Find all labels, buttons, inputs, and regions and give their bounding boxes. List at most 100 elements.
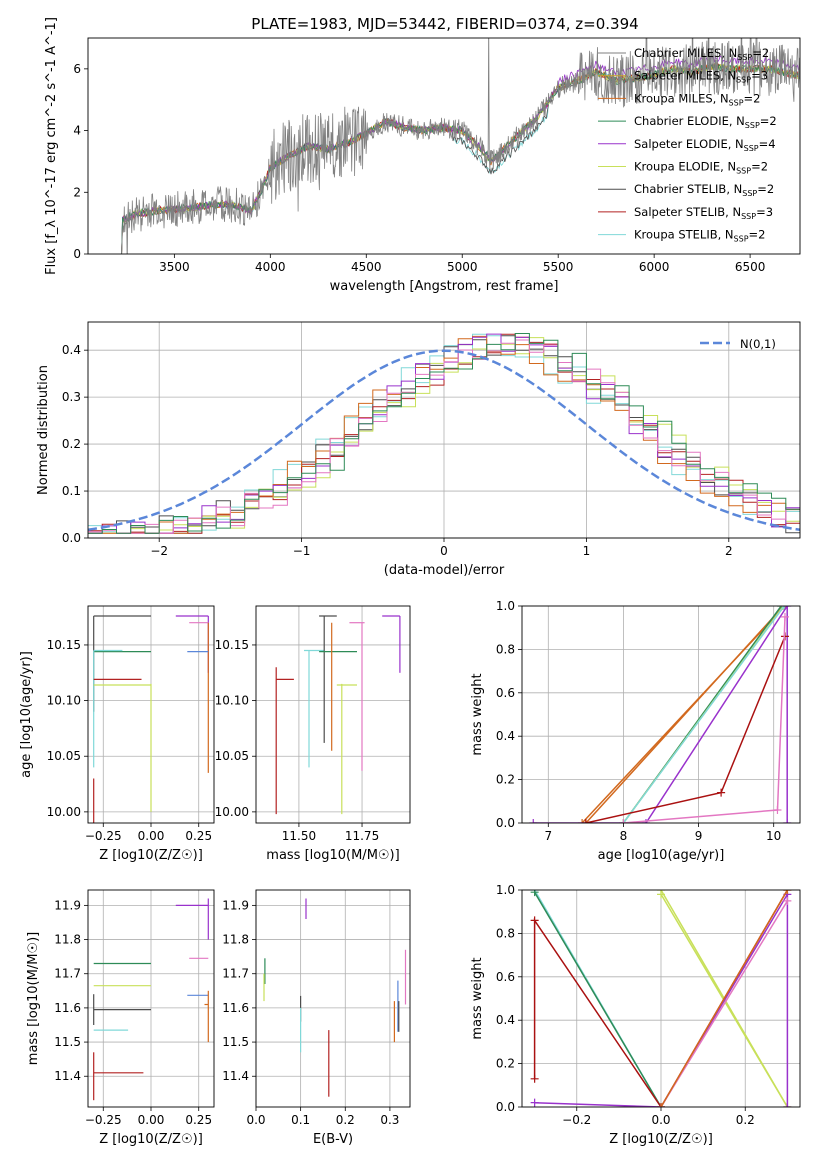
y-tick-label: 0 — [73, 247, 81, 261]
y-tick-label: 0.3 — [62, 390, 81, 404]
x-tick-label: 0.00 — [138, 1113, 165, 1127]
legend-subscript: SSP — [736, 167, 751, 176]
plot-area — [529, 606, 792, 823]
axes-frame — [87, 889, 215, 1108]
legend-count: =2 — [751, 160, 768, 174]
legend-count: =2 — [744, 91, 761, 105]
x-tick-label: 0.3 — [380, 1113, 399, 1127]
y-tick-label: 11.9 — [222, 898, 249, 912]
mass-weight-point — [783, 896, 792, 905]
x-tick-label: 0.25 — [185, 1113, 212, 1127]
legend-label: Salpeter STELIB, NSSP=3 — [634, 205, 773, 221]
y-tick-label: 11.4 — [54, 1069, 81, 1083]
mass-weight-point — [530, 1074, 539, 1083]
x-tick-label: 4000 — [255, 260, 286, 274]
x-axis-label: Z [log10(Z/Z☉)] — [99, 1132, 203, 1147]
y-tick-label: 10.10 — [47, 694, 81, 708]
x-tick-label: 0.25 — [185, 829, 212, 843]
y-tick-label: 4 — [73, 124, 81, 138]
y-tick-label: 0.0 — [496, 1100, 515, 1114]
mass-weight-point — [529, 819, 538, 823]
x-axis-label: Z [log10(Z/Z☉)] — [99, 848, 203, 863]
grid — [256, 606, 410, 823]
plot-area — [263, 898, 407, 1097]
y-tick-label: 11.6 — [222, 1001, 249, 1015]
residual-histogram — [88, 333, 800, 534]
mass-weight-point — [578, 819, 587, 823]
legend-label: Chabrier MILES, NSSP=2 — [634, 46, 769, 62]
grid — [88, 890, 214, 1107]
gaussian-legend-label: N(0,1) — [740, 337, 776, 351]
plot-area — [121, 38, 800, 254]
legend-label: Chabrier STELIB, NSSP=2 — [634, 182, 774, 198]
y-tick-label: 0.4 — [496, 729, 515, 743]
y-tick-label: 0.2 — [496, 1057, 515, 1071]
y-tick-label: 11.7 — [222, 967, 249, 981]
y-tick-label: 11.4 — [222, 1069, 249, 1083]
mass-weight-point — [530, 890, 539, 897]
y-tick-label: 10.15 — [215, 638, 249, 652]
y-tick-label: 0.0 — [62, 531, 81, 545]
legend-label: Salpeter MILES, NSSP=3 — [634, 69, 768, 85]
y-tick-label: 10.05 — [215, 749, 249, 763]
legend-subscript: SSP — [736, 76, 751, 85]
legend-count: =2 — [752, 46, 769, 60]
mass-weight-point — [641, 819, 650, 823]
legend-subscript: SSP — [741, 212, 756, 221]
legend-subscript: SSP — [729, 98, 744, 107]
legend-subscript: SSP — [734, 235, 749, 244]
y-axis-label: mass weight — [470, 957, 485, 1039]
x-tick-label: 7 — [544, 829, 552, 843]
plot-area — [88, 333, 800, 534]
y-tick-label: 0.6 — [496, 686, 515, 700]
x-tick-label: −0.25 — [85, 1113, 122, 1127]
y-tick-label: 10.10 — [215, 694, 249, 708]
y-tick-label: 6 — [73, 62, 81, 76]
x-axis-label: (data-model)/error — [384, 563, 505, 578]
plot-area — [530, 890, 792, 1107]
legend-count: =3 — [751, 69, 768, 83]
axes-massweight_vs_Z: −0.2 0.0 0.2 0.0 0.2 0.4 0.6 0.8 1.0 Z [log10(Z/Z… — [470, 883, 801, 1147]
plot-area — [93, 615, 209, 823]
residual-histogram — [88, 339, 800, 534]
mass-weight-line — [533, 891, 662, 1107]
y-tick-label: 11.8 — [54, 933, 81, 947]
mass-weight-point — [581, 819, 590, 823]
legend-subscript: SSP — [737, 53, 752, 62]
x-axis-label: wavelength [Angstrom, rest frame] — [330, 279, 559, 294]
y-axis-label: age [log10(age/yr)] — [19, 651, 34, 778]
mass-weight-point — [657, 1103, 665, 1107]
legend-subscript: SSP — [742, 189, 757, 198]
axes-age_vs_Z: −0.25 0.00 0.25 10.00 10.05 10.10 10.15 Z [log1… — [19, 605, 215, 863]
axes-frame — [521, 605, 801, 824]
x-axis-label: Z [log10(Z/Z☉)] — [609, 1132, 713, 1147]
x-tick-label: −2 — [150, 544, 168, 558]
y-tick-label: 10.05 — [47, 749, 81, 763]
x-tick-label: 4500 — [351, 260, 382, 274]
legend-count: =3 — [756, 205, 773, 219]
x-tick-label: −0.25 — [85, 829, 122, 843]
y-tick-label: 2 — [73, 185, 81, 199]
model-spectrum-line — [121, 53, 800, 254]
mass-weight-point — [780, 606, 789, 610]
x-tick-label: 6500 — [735, 260, 766, 274]
mass-weight-point — [530, 1098, 539, 1107]
y-tick-label: 11.5 — [54, 1035, 81, 1049]
y-tick-label: 0.8 — [496, 926, 515, 940]
mass-weight-line — [581, 606, 786, 823]
y-tick-label: 0.0 — [496, 816, 515, 830]
mass-weight-line — [660, 890, 789, 1107]
mass-weight-point — [717, 788, 726, 797]
y-axis-label: Normed distribution — [36, 365, 51, 495]
axes-frame — [87, 321, 801, 539]
y-tick-label: 0.2 — [496, 773, 515, 787]
y-tick-label: 11.9 — [54, 898, 81, 912]
legend-count: =2 — [757, 182, 774, 196]
x-tick-label: 0.00 — [138, 829, 165, 843]
legend-label: Kroupa ELODIE, NSSP=2 — [634, 160, 768, 176]
axes-age_vs_mass: 11.50 11.75 10.00 10.05 10.10 10.15 mass [log1… — [215, 605, 411, 863]
y-axis-label: mass weight — [470, 673, 485, 755]
mass-weight-line — [533, 606, 788, 823]
mass-weight-point — [619, 819, 628, 823]
mass-weight-point — [779, 606, 788, 610]
